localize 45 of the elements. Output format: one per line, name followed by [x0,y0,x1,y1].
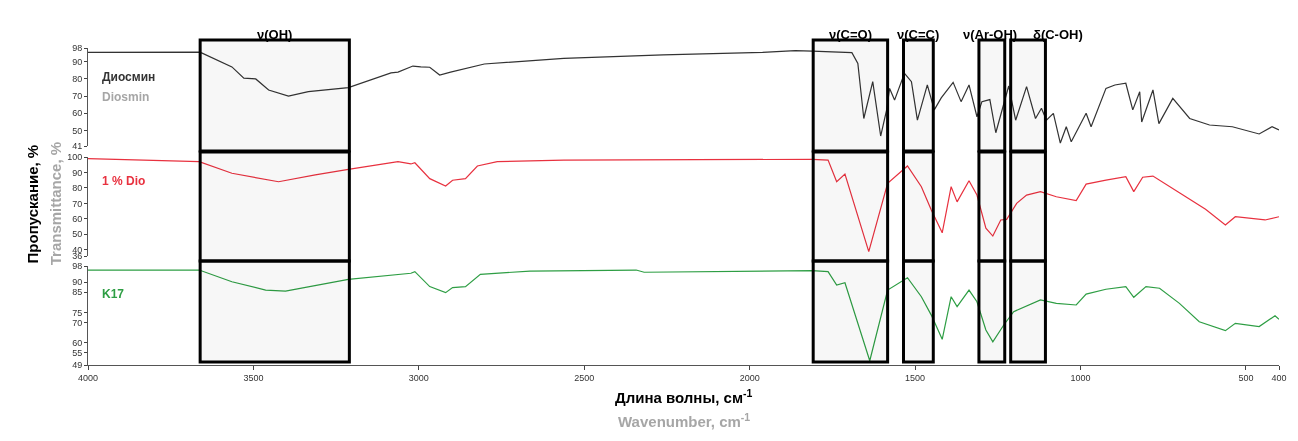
x-tick-label: 400 [1271,372,1287,383]
y-tick-label: 41 [72,141,83,152]
band-label: ν(Ar-OH) [963,27,1018,42]
line-series [88,49,1279,144]
series-label: K17 [102,287,125,301]
x-tick-label: 4000 [77,372,99,383]
band-label: ν(C=O) [829,27,872,42]
line-series [88,157,1279,253]
y-tick-label: 75 [72,307,83,318]
text: Wavenumber, cm$^{-1}$ [618,411,751,431]
x-tick-label: 3500 [243,372,264,383]
y-tick-label: 55 [72,348,83,359]
x-tick-label: 500 [1238,372,1254,383]
text: Transmittance, % [47,141,65,266]
x-tick-label: 2500 [574,372,595,383]
y-tick-label: 70 [72,91,83,102]
y-tick-label: 85 [72,287,83,298]
x-axis-title: Длина волны, см$^{-1}$ [615,387,753,407]
x-tick-label: 1500 [905,372,926,383]
y-tick-label: 90 [72,277,83,288]
y-tick-label: 60 [72,214,83,225]
y-tick-label: 98 [72,261,83,272]
y-tick-label: 50 [72,125,83,136]
band-label: ν(C=C) [897,27,940,42]
y-tick-label: 70 [72,198,83,209]
x-tick-label: 3000 [408,372,429,383]
series-label: 1 % Dio [102,174,146,188]
band-label: δ(C-OH) [1033,27,1083,42]
line-series [88,269,1279,362]
x-tick-label: 2000 [739,372,760,383]
y-tick-label: 49 [72,360,83,371]
y-tick-label: 50 [72,229,83,240]
x-tick-label: 1000 [1070,372,1091,383]
y-tick-label: 80 [72,74,83,85]
y-axis-title: Пропускание, % [24,144,42,264]
y-tick-label: 90 [72,167,83,178]
y-tick-label: 100 [67,152,83,163]
annotation: Diosmin [102,90,150,104]
y-tick-label: 98 [72,43,83,54]
series-label: Диосмин [102,70,156,84]
y-tick-label: 60 [72,108,83,119]
y-tick-label: 60 [72,337,83,348]
y-tick-label: 90 [72,56,83,67]
y-tick-label: 80 [72,183,83,194]
y-tick-label: 70 [72,317,83,328]
